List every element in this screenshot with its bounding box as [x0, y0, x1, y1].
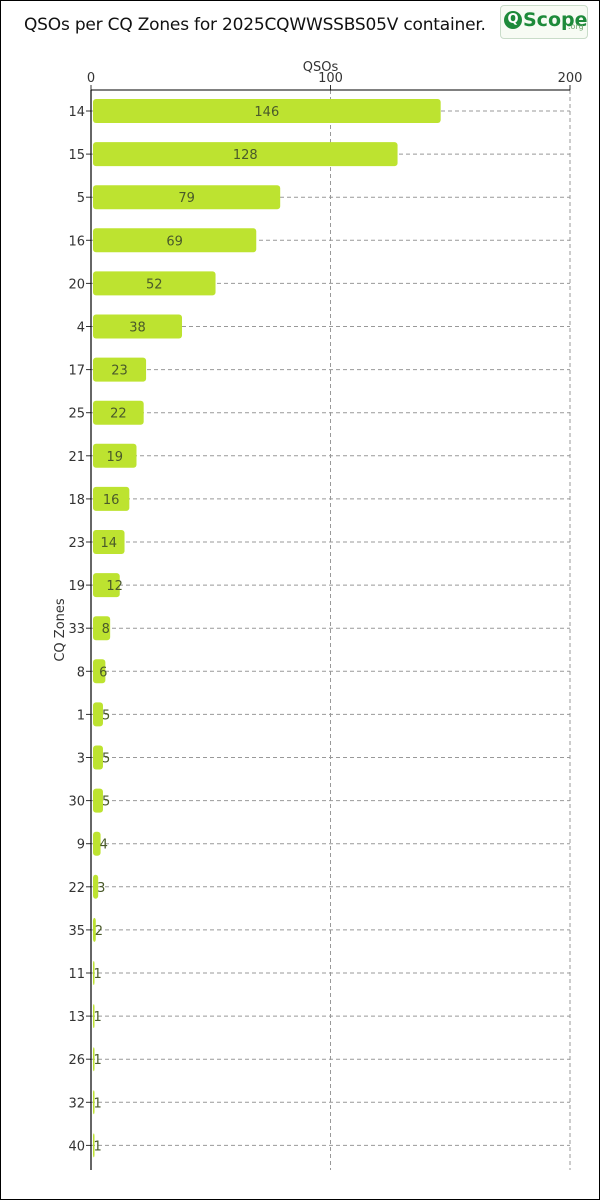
y-tick-label-32: 32: [68, 1096, 85, 1111]
value-label-17: 23: [111, 364, 128, 379]
bar-17: [93, 357, 147, 382]
value-label-32: 1: [94, 1096, 102, 1111]
value-label-8: 6: [99, 665, 107, 680]
bar-20: [93, 271, 216, 296]
value-label-15: 128: [233, 148, 258, 163]
bar-14: [93, 99, 441, 123]
y-tick-label-13: 13: [68, 1010, 85, 1025]
bar-16: [93, 228, 257, 253]
value-label-11: 1: [94, 967, 102, 982]
x-tick-label-1: 100: [318, 71, 343, 86]
bar-3: [93, 745, 103, 770]
y-tick-label-22: 22: [68, 881, 85, 896]
value-label-21: 19: [106, 450, 123, 465]
y-tick-label-17: 17: [68, 364, 85, 379]
bar-1: [93, 702, 103, 727]
logo-text: Scope: [523, 9, 588, 31]
bar-33: [93, 616, 111, 641]
value-label-19: 12: [106, 579, 123, 594]
x-tick-label-2: 200: [558, 71, 583, 86]
y-tick-label-16: 16: [68, 234, 85, 249]
bar-26: [93, 1047, 95, 1072]
y-axis-title: CQ Zones: [53, 598, 68, 662]
value-label-5: 79: [178, 191, 195, 206]
y-tick-label-21: 21: [68, 450, 85, 465]
bar-18: [93, 486, 130, 511]
value-label-1: 5: [102, 708, 110, 723]
y-tick-label-19: 19: [68, 579, 85, 594]
y-tick-label-25: 25: [68, 407, 85, 422]
y-tick-label-9: 9: [77, 838, 85, 853]
y-tick-label-18: 18: [68, 493, 85, 508]
bar-4: [93, 314, 183, 339]
y-tick-label-35: 35: [68, 924, 85, 939]
value-label-14: 146: [254, 105, 279, 120]
bar-30: [93, 788, 103, 813]
value-label-9: 4: [100, 838, 108, 853]
x-tick-label-0: 0: [87, 71, 95, 86]
logo-q-icon: Q: [504, 11, 522, 29]
value-label-18: 16: [103, 493, 120, 508]
value-label-25: 22: [110, 407, 127, 422]
y-tick-label-23: 23: [68, 536, 85, 551]
bar-23: [93, 530, 125, 554]
bar-35: [93, 917, 96, 942]
y-tick-label-26: 26: [68, 1053, 85, 1068]
bar-32: [93, 1090, 95, 1115]
y-tick-label-3: 3: [77, 752, 85, 767]
value-label-30: 5: [102, 795, 110, 810]
y-tick-label-15: 15: [68, 148, 85, 163]
y-tick-label-40: 40: [68, 1139, 85, 1154]
value-label-26: 1: [94, 1053, 102, 1068]
value-label-4: 38: [129, 321, 146, 336]
y-tick-label-30: 30: [68, 795, 85, 810]
y-tick-label-8: 8: [77, 665, 85, 680]
bar-22: [93, 874, 99, 899]
bar-13: [93, 1004, 95, 1029]
bar-15: [93, 142, 398, 167]
bar-19: [93, 573, 120, 598]
value-label-33: 8: [102, 622, 110, 637]
logo-suffix: .org: [568, 22, 584, 31]
bar-8: [93, 659, 106, 684]
bar-9: [93, 831, 101, 856]
value-label-23: 14: [100, 536, 117, 551]
qscope-logo[interactable]: Q Scope .org: [500, 5, 588, 39]
y-tick-label-5: 5: [77, 191, 85, 206]
value-label-40: 1: [94, 1139, 102, 1154]
y-tick-label-11: 11: [68, 967, 85, 982]
chart-title: QSOs per CQ Zones for 2025CQWWSSBS05V co…: [24, 15, 486, 35]
bar-21: [93, 443, 137, 468]
y-tick-label-1: 1: [77, 708, 85, 723]
bar-40: [93, 1133, 95, 1158]
y-tick-label-20: 20: [68, 277, 85, 292]
value-label-35: 2: [95, 924, 103, 939]
value-label-13: 1: [94, 1010, 102, 1025]
x-axis-title: QSOs: [303, 60, 339, 75]
value-label-3: 5: [102, 752, 110, 767]
value-label-20: 52: [146, 277, 163, 292]
value-label-22: 3: [97, 881, 105, 896]
y-tick-label-14: 14: [68, 105, 85, 120]
y-tick-label-33: 33: [68, 622, 85, 637]
bar-25: [93, 400, 144, 425]
bar-11: [93, 961, 95, 985]
value-label-16: 69: [166, 234, 183, 249]
y-tick-label-4: 4: [77, 321, 85, 336]
bar-5: [93, 185, 281, 210]
